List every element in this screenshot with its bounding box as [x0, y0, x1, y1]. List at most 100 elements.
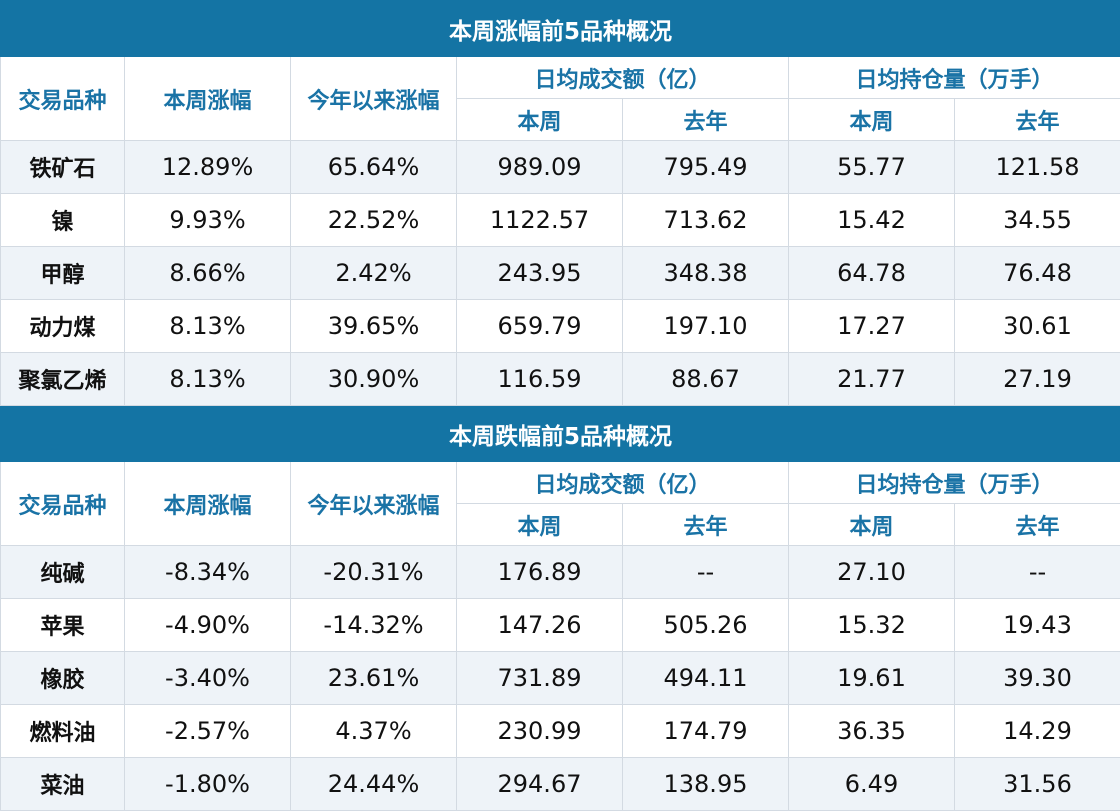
- oi-year-cell: 121.58: [953, 140, 1120, 194]
- subheader-last-year: 去年: [622, 98, 789, 141]
- table-row: 燃料油 -2.57% 4.37% 230.99 174.79 36.35 14.…: [0, 704, 1120, 758]
- volume-year-cell: 494.11: [622, 651, 789, 705]
- volume-year-cell: 795.49: [622, 140, 789, 194]
- volume-week-cell: 176.89: [456, 545, 623, 599]
- ytd-change-cell: 2.42%: [290, 246, 457, 300]
- table-row: 甲醇 8.66% 2.42% 243.95 348.38 64.78 76.48: [0, 246, 1120, 300]
- table-row: 橡胶 -3.40% 23.61% 731.89 494.11 19.61 39.…: [0, 651, 1120, 705]
- oi-week-cell: 15.32: [788, 598, 955, 652]
- variety-name: 燃料油: [0, 704, 125, 758]
- oi-week-cell: 19.61: [788, 651, 955, 705]
- variety-name: 苹果: [0, 598, 125, 652]
- volume-year-cell: 505.26: [622, 598, 789, 652]
- table-row: 菜油 -1.80% 24.44% 294.67 138.95 6.49 31.5…: [0, 757, 1120, 811]
- volume-week-cell: 243.95: [456, 246, 623, 300]
- ytd-change-cell: 23.61%: [290, 651, 457, 705]
- header-row: 交易品种 本周涨幅 今年以来涨幅 日均成交额（亿） 日均持仓量（万手）: [0, 461, 1120, 546]
- section-title-row: 本周跌幅前5品种概况: [0, 405, 1120, 462]
- weekly-change-cell: -2.57%: [124, 704, 291, 758]
- header-weekly-change: 本周涨幅: [124, 56, 291, 141]
- oi-year-cell: --: [953, 545, 1120, 599]
- weekly-change-cell: -3.40%: [124, 651, 291, 705]
- oi-week-cell: 17.27: [788, 299, 955, 353]
- volume-week-cell: 1122.57: [456, 193, 623, 247]
- table-row: 铁矿石 12.89% 65.64% 989.09 795.49 55.77 12…: [0, 140, 1120, 194]
- header-ytd-change: 今年以来涨幅: [290, 461, 457, 546]
- table-row: 聚氯乙烯 8.13% 30.90% 116.59 88.67 21.77 27.…: [0, 352, 1120, 406]
- table-row: 苹果 -4.90% -14.32% 147.26 505.26 15.32 19…: [0, 598, 1120, 652]
- weekly-change-cell: -8.34%: [124, 545, 291, 599]
- variety-name: 聚氯乙烯: [0, 352, 125, 406]
- header-variety: 交易品种: [0, 461, 125, 546]
- volume-week-cell: 116.59: [456, 352, 623, 406]
- header-avg-volume: 日均成交额（亿）: [456, 461, 789, 504]
- volume-year-cell: 197.10: [622, 299, 789, 353]
- weekly-change-cell: -1.80%: [124, 757, 291, 811]
- weekly-change-cell: 8.66%: [124, 246, 291, 300]
- volume-year-cell: 713.62: [622, 193, 789, 247]
- oi-year-cell: 31.56: [953, 757, 1120, 811]
- subheader-this-week: 本周: [456, 98, 623, 141]
- top-gainers-section: 本周涨幅前5品种概况 交易品种 本周涨幅 今年以来涨幅 日均成交额（亿） 日均持…: [0, 0, 1120, 406]
- header-ytd-change: 今年以来涨幅: [290, 56, 457, 141]
- oi-year-cell: 30.61: [953, 299, 1120, 353]
- ytd-change-cell: 22.52%: [290, 193, 457, 247]
- oi-year-cell: 76.48: [953, 246, 1120, 300]
- volume-year-cell: 138.95: [622, 757, 789, 811]
- table-row: 镍 9.93% 22.52% 1122.57 713.62 15.42 34.5…: [0, 193, 1120, 247]
- header-row: 交易品种 本周涨幅 今年以来涨幅 日均成交额（亿） 日均持仓量（万手）: [0, 56, 1120, 141]
- ytd-change-cell: 4.37%: [290, 704, 457, 758]
- subheader-last-year: 去年: [953, 503, 1120, 546]
- header-avg-oi: 日均持仓量（万手）: [787, 56, 1120, 99]
- variety-name: 动力煤: [0, 299, 125, 353]
- volume-week-cell: 147.26: [456, 598, 623, 652]
- section-title-row: 本周涨幅前5品种概况: [0, 0, 1120, 57]
- oi-week-cell: 27.10: [788, 545, 955, 599]
- volume-week-cell: 989.09: [456, 140, 623, 194]
- ytd-change-cell: 24.44%: [290, 757, 457, 811]
- oi-week-cell: 6.49: [788, 757, 955, 811]
- volume-week-cell: 731.89: [456, 651, 623, 705]
- section-title: 本周涨幅前5品种概况: [0, 0, 1120, 57]
- volume-year-cell: 348.38: [622, 246, 789, 300]
- ytd-change-cell: 39.65%: [290, 299, 457, 353]
- subheader-this-week: 本周: [788, 503, 955, 546]
- oi-week-cell: 64.78: [788, 246, 955, 300]
- variety-name: 镍: [0, 193, 125, 247]
- variety-name: 甲醇: [0, 246, 125, 300]
- oi-year-cell: 34.55: [953, 193, 1120, 247]
- header-avg-oi: 日均持仓量（万手）: [787, 461, 1120, 504]
- oi-week-cell: 21.77: [788, 352, 955, 406]
- ytd-change-cell: 65.64%: [290, 140, 457, 194]
- variety-name: 铁矿石: [0, 140, 125, 194]
- weekly-change-cell: 9.93%: [124, 193, 291, 247]
- volume-year-cell: 88.67: [622, 352, 789, 406]
- ytd-change-cell: -14.32%: [290, 598, 457, 652]
- volume-week-cell: 659.79: [456, 299, 623, 353]
- oi-week-cell: 36.35: [788, 704, 955, 758]
- subheader-this-week: 本周: [788, 98, 955, 141]
- section-title: 本周跌幅前5品种概况: [0, 405, 1120, 462]
- variety-name: 菜油: [0, 757, 125, 811]
- subheader-last-year: 去年: [953, 98, 1120, 141]
- weekly-change-cell: 8.13%: [124, 352, 291, 406]
- oi-year-cell: 19.43: [953, 598, 1120, 652]
- oi-year-cell: 27.19: [953, 352, 1120, 406]
- volume-week-cell: 230.99: [456, 704, 623, 758]
- weekly-change-cell: 12.89%: [124, 140, 291, 194]
- oi-year-cell: 14.29: [953, 704, 1120, 758]
- volume-week-cell: 294.67: [456, 757, 623, 811]
- oi-week-cell: 55.77: [788, 140, 955, 194]
- variety-name: 橡胶: [0, 651, 125, 705]
- subheader-last-year: 去年: [622, 503, 789, 546]
- header-avg-volume: 日均成交额（亿）: [456, 56, 789, 99]
- volume-year-cell: --: [622, 545, 789, 599]
- header-variety: 交易品种: [0, 56, 125, 141]
- oi-week-cell: 15.42: [788, 193, 955, 247]
- weekly-change-cell: 8.13%: [124, 299, 291, 353]
- ytd-change-cell: -20.31%: [290, 545, 457, 599]
- top-losers-section: 本周跌幅前5品种概况 交易品种 本周涨幅 今年以来涨幅 日均成交额（亿） 日均持…: [0, 405, 1120, 811]
- ytd-change-cell: 30.90%: [290, 352, 457, 406]
- table-row: 动力煤 8.13% 39.65% 659.79 197.10 17.27 30.…: [0, 299, 1120, 353]
